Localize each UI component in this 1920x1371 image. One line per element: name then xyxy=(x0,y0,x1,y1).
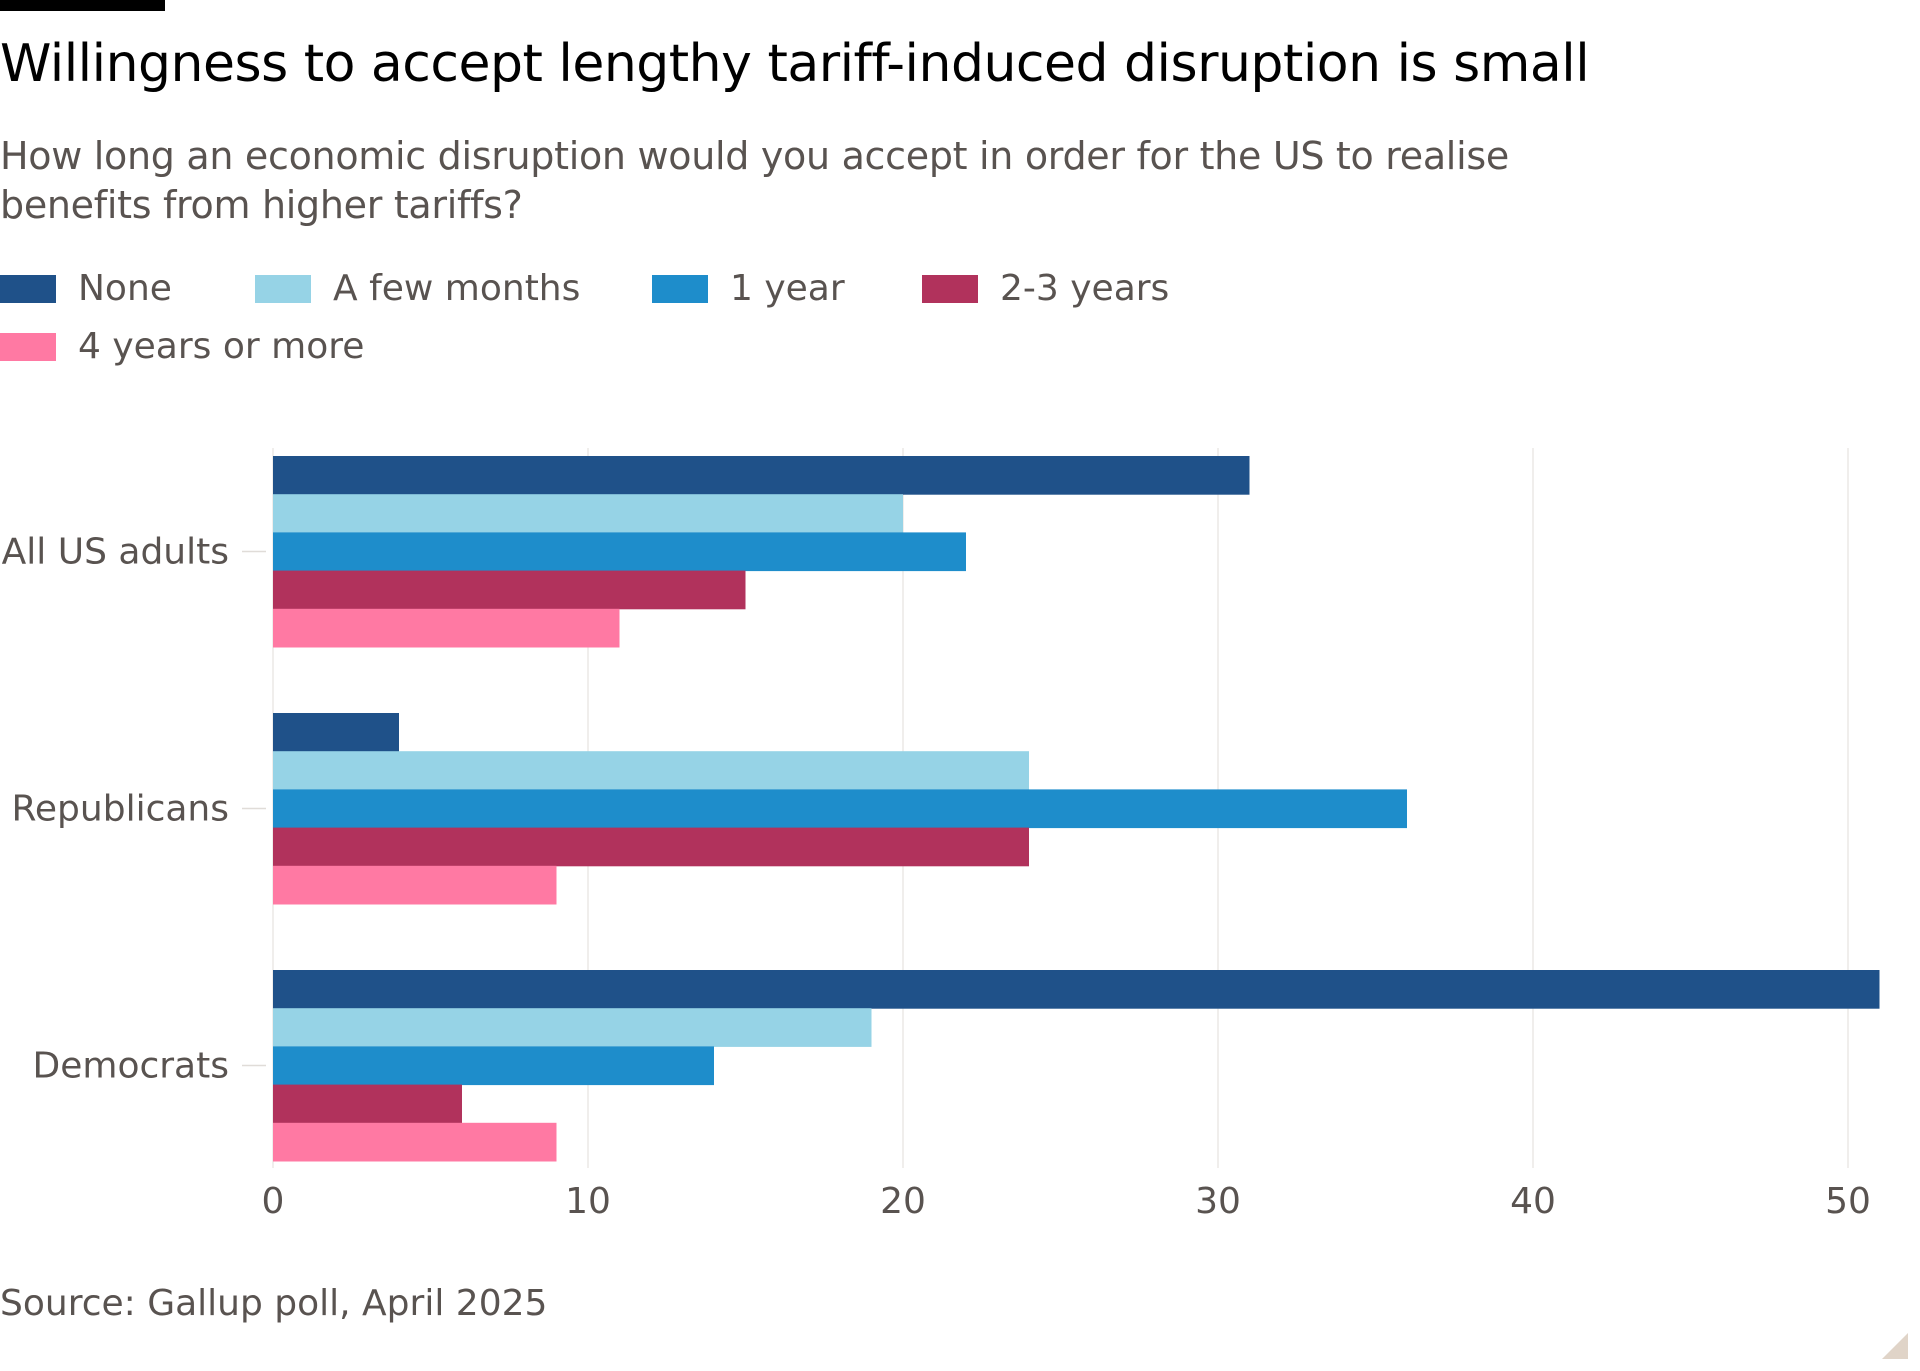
category-label: Democrats xyxy=(33,1046,230,1087)
legend-label: 1 year xyxy=(730,268,845,309)
legend-label: 2-3 years xyxy=(1000,268,1170,309)
source-note: Source: Gallup poll, April 2025 xyxy=(0,1283,548,1324)
bar xyxy=(273,865,557,905)
bar xyxy=(273,1046,714,1086)
legend-label: None xyxy=(78,268,172,309)
legend-swatch xyxy=(922,274,978,303)
legend-swatch xyxy=(652,274,708,303)
x-tick-label: 10 xyxy=(565,1181,611,1222)
bar xyxy=(273,456,1250,495)
x-tick-label: 50 xyxy=(1825,1181,1871,1222)
category-label: All US adults xyxy=(2,532,229,573)
bar xyxy=(273,713,399,752)
legend-label: A few months xyxy=(333,268,581,309)
legend-swatch xyxy=(0,274,56,303)
brand-bar xyxy=(0,0,165,11)
x-tick-label: 0 xyxy=(262,1181,285,1222)
x-tick-label: 20 xyxy=(880,1181,926,1222)
corner-mark xyxy=(1882,1333,1908,1359)
bar xyxy=(273,751,1029,790)
bar xyxy=(273,970,1880,1009)
legend-swatch xyxy=(255,274,311,303)
legend-swatch xyxy=(0,332,56,361)
legend-label: 4 years or more xyxy=(78,326,365,367)
bar xyxy=(273,1008,872,1047)
bar xyxy=(273,1122,557,1162)
bar xyxy=(273,570,746,610)
bar xyxy=(273,608,620,648)
chart-subtitle: How long an economic disruption would yo… xyxy=(0,134,1509,227)
bar xyxy=(273,827,1029,867)
category-label: Republicans xyxy=(12,789,230,830)
bar xyxy=(273,1084,462,1124)
legend-item: None xyxy=(0,268,172,309)
x-tick-label: 30 xyxy=(1195,1181,1241,1222)
bar xyxy=(273,532,966,572)
legend-item: 1 year xyxy=(652,268,845,309)
x-tick-label: 40 xyxy=(1510,1181,1556,1222)
legend-item: 2-3 years xyxy=(922,268,1169,309)
bar xyxy=(273,494,903,533)
bar xyxy=(273,789,1407,829)
chart-title: Willingness to accept lengthy tariff-ind… xyxy=(0,34,1590,94)
legend-item: A few months xyxy=(255,268,580,309)
legend-item: 4 years or more xyxy=(0,326,364,367)
